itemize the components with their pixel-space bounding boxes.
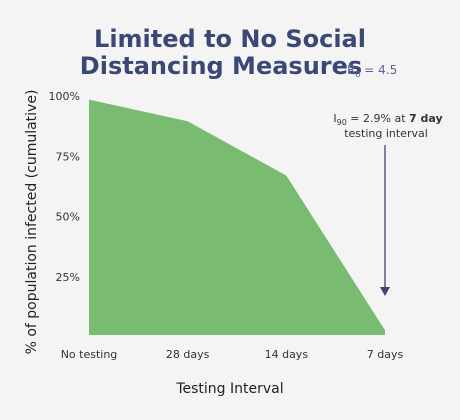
x-tick-label: 7 days [367,348,404,361]
x-tick-label: No testing [61,348,118,361]
infection-area [89,99,385,335]
r0-letter: R [347,63,355,77]
y-tick-label: 50% [56,211,80,224]
y-tick-label: 100% [49,90,80,103]
annotation-line1: I90 = 2.9% at 7 day [333,112,442,127]
chart-title-line2: Distancing Measures [80,52,362,80]
y-tick-label: 25% [56,271,80,284]
x-tick-labels: No testing 28 days 14 days 7 days [61,348,404,361]
annotation-line2: testing interval [344,127,428,140]
annotation-arrow-head [380,287,390,296]
r0-subscript: 0 [355,70,360,79]
x-tick-label: 14 days [265,348,309,361]
annotation-subscript: 90 [337,118,347,127]
annotation-middle: = 2.9% at [347,112,409,125]
r0-value: = 4.5 [360,63,397,77]
y-axis-title: % of population infected (cumulative) [24,90,40,355]
y-tick-label: 75% [56,150,80,163]
x-axis-title: Testing Interval [175,381,283,397]
r0-label: R0 = 4.5 [347,63,397,79]
annotation-bold: 7 day [409,112,443,125]
chart-title-line1: Limited to No Social [94,25,366,53]
annotation-prefix: I [333,112,336,125]
y-tick-labels: 25% 50% 75% 100% [49,90,80,284]
x-tick-label: 28 days [166,348,210,361]
